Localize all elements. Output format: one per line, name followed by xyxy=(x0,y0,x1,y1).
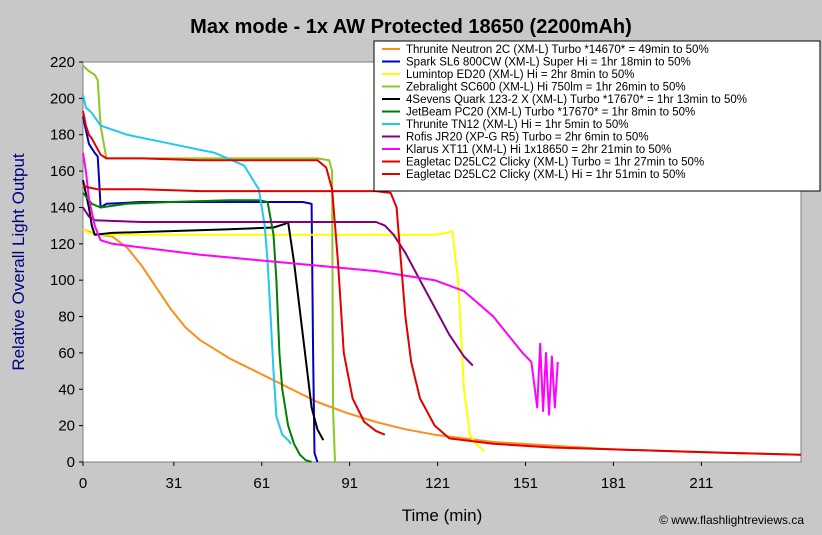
x-tick-label: 31 xyxy=(166,475,183,492)
legend-label: 4Sevens Quark 123-2 X (XM-L) Turbo *1767… xyxy=(406,94,747,106)
y-tick-label: 200 xyxy=(50,90,75,107)
series-line xyxy=(82,94,292,445)
legend-label: Klarus XT11 (XM-L) Hi 1x18650 = 2hr 21mi… xyxy=(406,144,671,156)
legend-label: Thrunite TN12 (XM-L) Hi = 1hr 5min to 50… xyxy=(406,119,629,131)
series-line xyxy=(82,192,312,463)
y-tick-label: 40 xyxy=(58,381,75,398)
legend-box xyxy=(373,40,821,192)
y-tick-label: 160 xyxy=(50,163,75,180)
series-line xyxy=(82,206,474,367)
series-line xyxy=(82,184,802,456)
y-tick-label: 60 xyxy=(58,345,75,362)
legend-label: Thrunite Neutron 2C (XM-L) Turbo *14670*… xyxy=(406,44,709,56)
legend-label: Eagletac D25LC2 Clicky (XM-L) Turbo = 1h… xyxy=(406,157,704,169)
y-axis: 0 20 40 60 80 100 120 140 160 180 200 220 xyxy=(50,54,83,471)
x-tick-label: 121 xyxy=(425,475,450,492)
series-line xyxy=(82,152,559,416)
y-tick-label: 180 xyxy=(50,127,75,144)
series-line xyxy=(82,110,386,436)
y-tick-label: 80 xyxy=(58,309,75,326)
legend-label: Spark SL6 800CW (XM-L) Super Hi = 1hr 18… xyxy=(406,57,691,69)
x-tick-label: 91 xyxy=(341,475,358,492)
chart-title: Max mode - 1x AW Protected 18650 (2200mA… xyxy=(190,16,632,38)
y-tick-label: 0 xyxy=(67,454,75,471)
legend-label: Lumintop ED20 (XM-L) Hi = 2hr 8min to 50… xyxy=(406,69,635,81)
x-tick-label: 151 xyxy=(513,475,538,492)
x-tick-label: 61 xyxy=(253,475,270,492)
x-tick-label: 181 xyxy=(601,475,626,492)
x-axis-label: Time (min) xyxy=(402,506,483,525)
legend: Thrunite Neutron 2C (XM-L) Turbo *14670*… xyxy=(373,40,821,192)
x-axis: 0 31 61 91 121 151 181 211 xyxy=(79,462,713,492)
legend-label: Zebralight SC600 (XM-L) Hi 750lm = 1hr 2… xyxy=(406,82,686,94)
y-tick-label: 20 xyxy=(58,418,75,435)
y-tick-label: 220 xyxy=(50,54,75,71)
y-tick-label: 100 xyxy=(50,272,75,289)
series-line xyxy=(82,179,325,441)
y-axis-label: Relative Overall Light Output xyxy=(9,153,28,371)
series-lines xyxy=(82,64,802,463)
legend-label: Eagletac D25LC2 Clicky (XM-L) Hi = 1hr 5… xyxy=(406,169,686,181)
y-tick-label: 120 xyxy=(50,236,75,253)
credit-text: © www.flashlightreviews.ca xyxy=(659,513,804,527)
legend-label: Rofis JR20 (XP-G R5) Turbo = 2hr 6min to… xyxy=(406,132,649,144)
x-tick-label: 0 xyxy=(79,475,87,492)
legend-label: JetBeam PC20 (XM-L) Turbo *17670* = 1hr … xyxy=(406,107,695,119)
y-tick-label: 140 xyxy=(50,199,75,216)
x-tick-label: 211 xyxy=(689,475,713,492)
series-line xyxy=(82,228,486,452)
